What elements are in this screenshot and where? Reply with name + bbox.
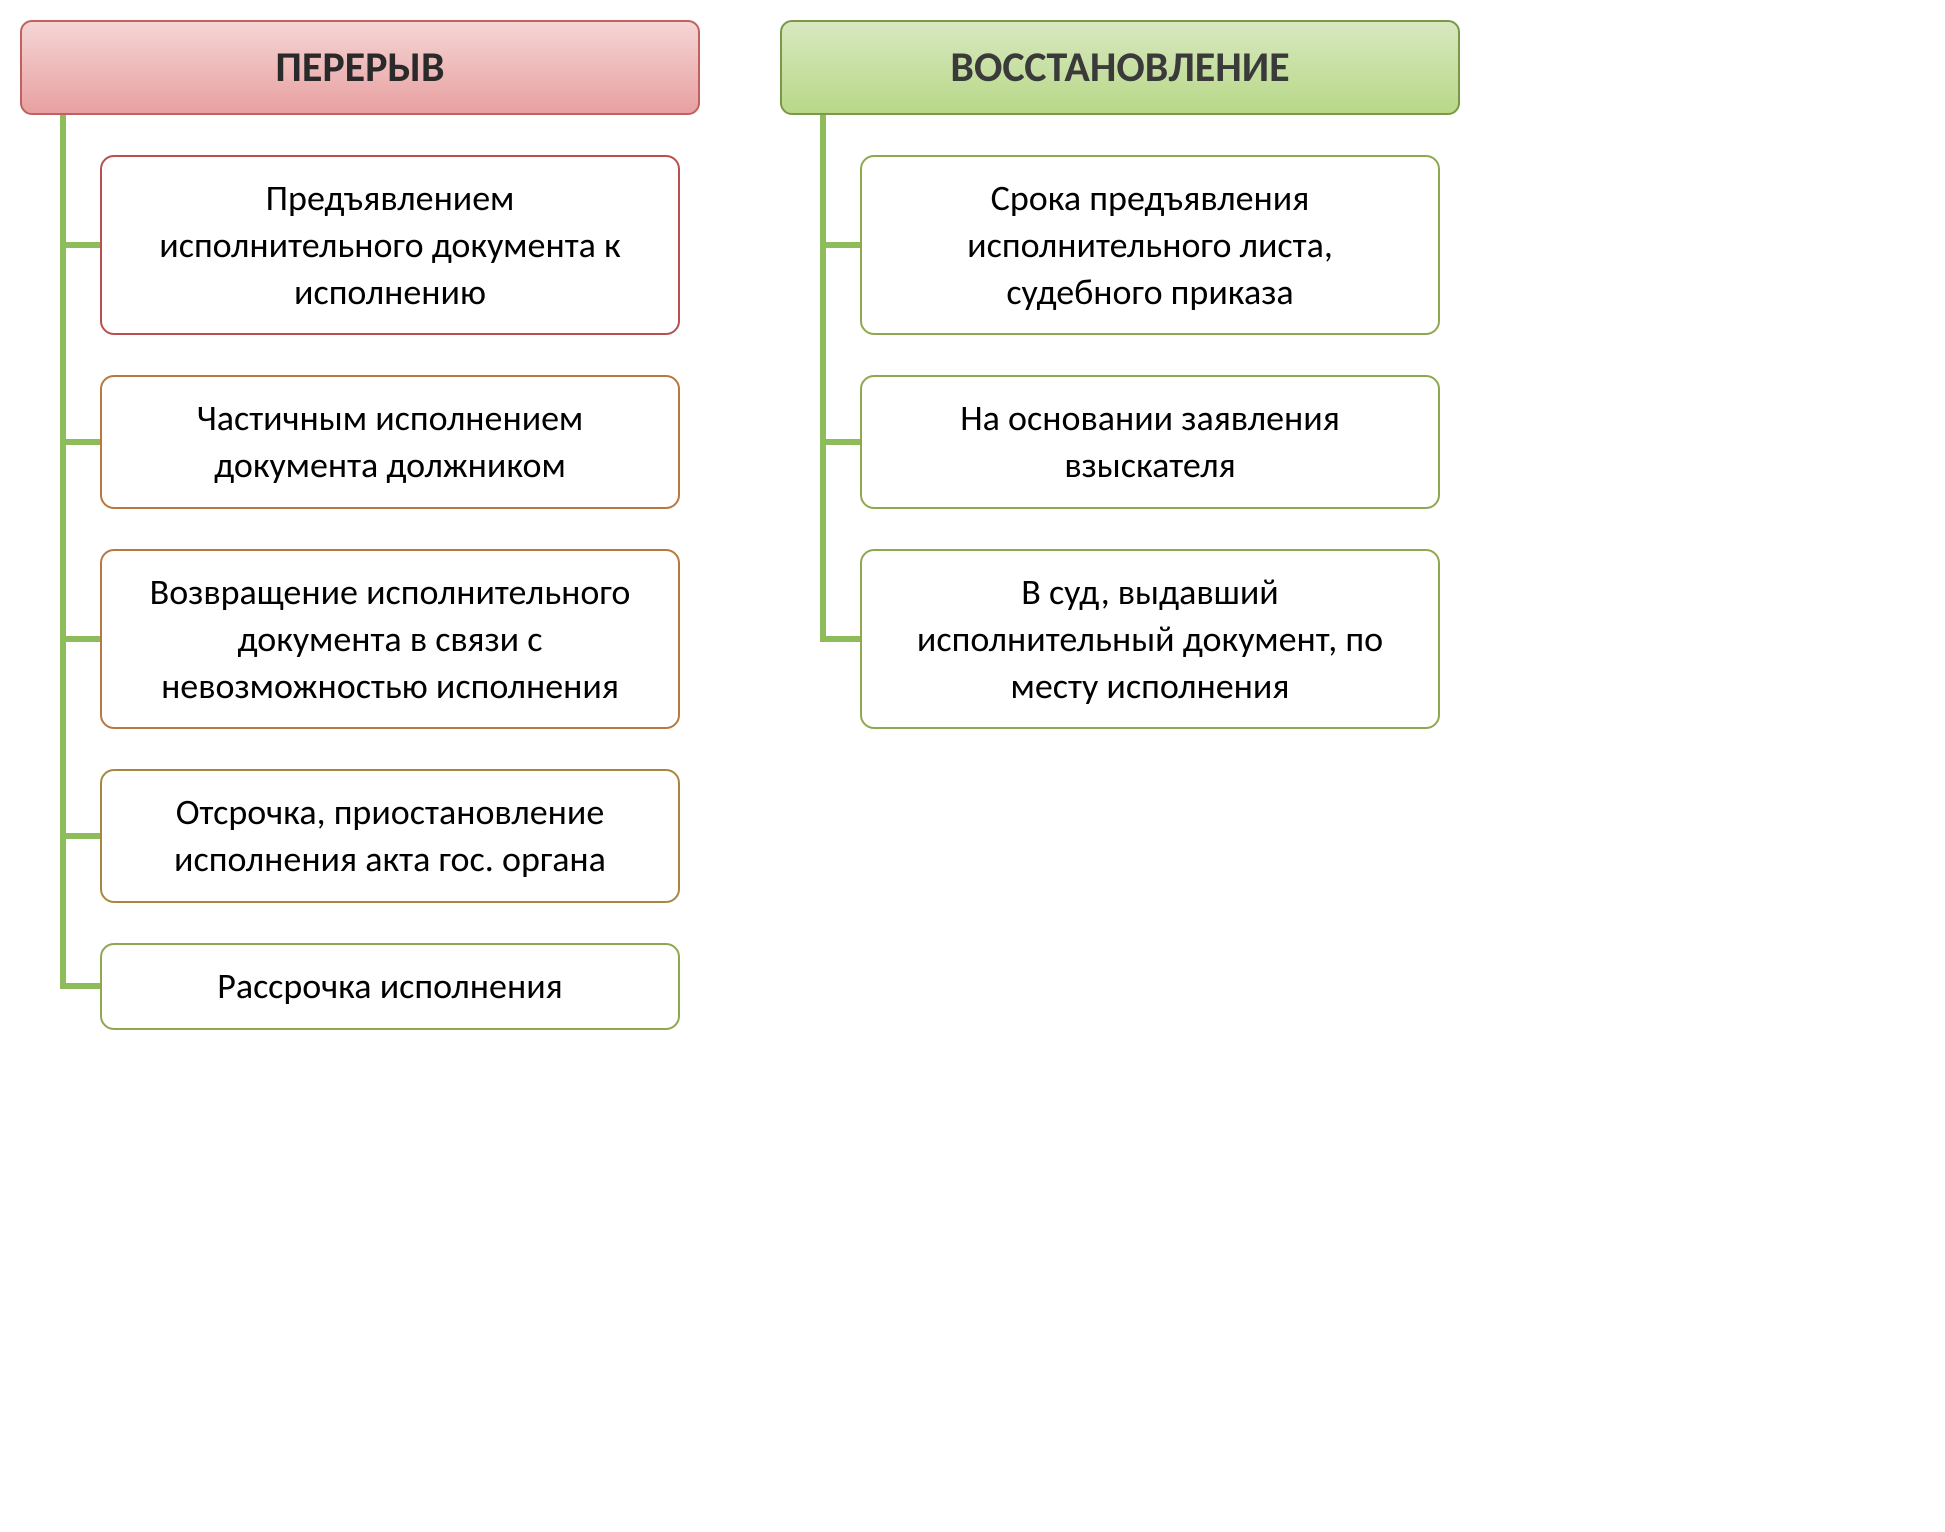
- header-label: ВОССТАНОВЛЕНИЕ: [950, 42, 1289, 93]
- item-text: Частичным исполнением документа должнико…: [130, 395, 650, 489]
- header-pereryv: ПЕРЕРЫВ: [20, 20, 700, 115]
- item-wrapper: Отсрочка, приостановление исполнения акт…: [100, 769, 700, 903]
- item-text: Возвращение исполнительного документа в …: [130, 569, 650, 709]
- horizontal-connector: [60, 439, 100, 445]
- item-text: Отсрочка, приостановление исполнения акт…: [130, 789, 650, 883]
- item-box: В суд, выдавший исполнительный документ,…: [860, 549, 1440, 729]
- item-wrapper: Возвращение исполнительного документа в …: [100, 549, 700, 729]
- tree-area-left: Предъявлением исполнительного документа …: [20, 155, 700, 1030]
- column-pereryv: ПЕРЕРЫВ Предъявлением исполнительного до…: [20, 20, 700, 1030]
- header-label: ПЕРЕРЫВ: [275, 42, 444, 93]
- horizontal-connector: [60, 983, 100, 989]
- horizontal-connector: [820, 242, 860, 248]
- item-box: Возвращение исполнительного документа в …: [100, 549, 680, 729]
- item-text: Рассрочка исполнения: [217, 963, 562, 1010]
- item-wrapper: Предъявлением исполнительного документа …: [100, 155, 700, 335]
- horizontal-connector: [820, 636, 860, 642]
- item-text: Предъявлением исполнительного документа …: [130, 175, 650, 315]
- horizontal-connector: [820, 439, 860, 445]
- item-wrapper: В суд, выдавший исполнительный документ,…: [860, 549, 1460, 729]
- column-vosstanovlenie: ВОССТАНОВЛЕНИЕ Срока предъявления исполн…: [780, 20, 1460, 1030]
- item-box: Рассрочка исполнения: [100, 943, 680, 1030]
- horizontal-connector: [60, 833, 100, 839]
- horizontal-connector: [60, 636, 100, 642]
- tree-area-right: Срока предъявления исполнительного листа…: [780, 155, 1460, 729]
- item-box: Срока предъявления исполнительного листа…: [860, 155, 1440, 335]
- vertical-connector: [820, 115, 826, 642]
- item-box: Частичным исполнением документа должнико…: [100, 375, 680, 509]
- item-wrapper: Срока предъявления исполнительного листа…: [860, 155, 1460, 335]
- item-text: Срока предъявления исполнительного листа…: [890, 175, 1410, 315]
- horizontal-connector: [60, 242, 100, 248]
- item-wrapper: На основании заявления взыскателя: [860, 375, 1460, 509]
- item-wrapper: Частичным исполнением документа должнико…: [100, 375, 700, 509]
- header-vosstanovlenie: ВОССТАНОВЛЕНИЕ: [780, 20, 1460, 115]
- item-text: На основании заявления взыскателя: [890, 395, 1410, 489]
- item-box: Предъявлением исполнительного документа …: [100, 155, 680, 335]
- item-text: В суд, выдавший исполнительный документ,…: [890, 569, 1410, 709]
- item-wrapper: Рассрочка исполнения: [100, 943, 700, 1030]
- item-box: Отсрочка, приостановление исполнения акт…: [100, 769, 680, 903]
- item-box: На основании заявления взыскателя: [860, 375, 1440, 509]
- diagram-container: ПЕРЕРЫВ Предъявлением исполнительного до…: [20, 20, 1925, 1030]
